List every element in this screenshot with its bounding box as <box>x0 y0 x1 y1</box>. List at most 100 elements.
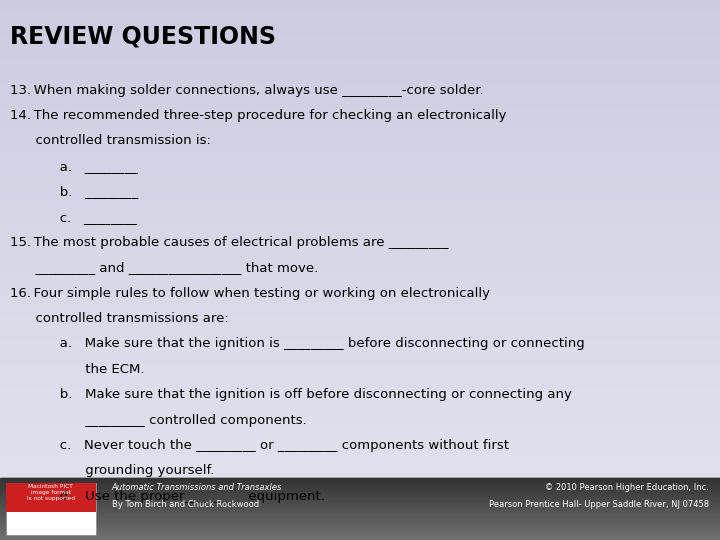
Bar <box>0 151 720 153</box>
Bar <box>0 384 720 387</box>
Bar <box>0 433 720 435</box>
Bar <box>0 426 720 428</box>
Bar <box>0 248 720 251</box>
Bar <box>0 461 720 463</box>
Bar <box>0 5 720 7</box>
Bar <box>0 119 720 122</box>
Bar <box>0 198 720 201</box>
Bar <box>0 203 720 206</box>
Bar <box>0 337 720 339</box>
Bar <box>0 170 720 172</box>
Bar <box>0 81 720 84</box>
Bar <box>0 100 720 103</box>
Bar <box>0 344 720 347</box>
Bar <box>0 253 720 255</box>
Bar <box>0 172 720 174</box>
Text: Automatic Transmissions and Transaxles: Automatic Transmissions and Transaxles <box>112 483 282 492</box>
Bar <box>0 435 720 437</box>
Bar <box>0 246 720 248</box>
Bar <box>0 10 720 12</box>
Bar <box>0 332 720 334</box>
Text: grounding yourself.: grounding yourself. <box>47 464 214 477</box>
Bar <box>0 282 720 285</box>
Bar <box>0 406 720 409</box>
Text: the ECM.: the ECM. <box>47 363 144 376</box>
Text: Pearson Prentice Hall- Upper Saddle River, NJ 07458: Pearson Prentice Hall- Upper Saddle Rive… <box>489 501 709 509</box>
Bar <box>0 234 720 237</box>
Bar <box>0 167 720 170</box>
Bar <box>0 363 720 366</box>
Bar <box>0 468 720 471</box>
Bar <box>0 440 720 442</box>
Bar <box>0 310 720 313</box>
Bar <box>0 160 720 163</box>
Bar <box>0 454 720 456</box>
Bar <box>0 318 720 320</box>
Bar <box>0 380 720 382</box>
Bar <box>6 483 96 535</box>
Text: a.   ________: a. ________ <box>47 160 138 173</box>
Bar <box>0 139 720 141</box>
Bar <box>0 414 720 416</box>
Bar <box>0 370 720 373</box>
Bar <box>0 201 720 203</box>
Bar <box>0 382 720 384</box>
Bar <box>0 79 720 81</box>
Bar <box>0 55 720 57</box>
Bar <box>0 303 720 306</box>
Bar <box>0 91 720 93</box>
Bar <box>0 258 720 260</box>
Bar <box>0 84 720 86</box>
Bar <box>0 404 720 406</box>
Bar <box>0 206 720 208</box>
Bar <box>0 103 720 105</box>
Bar <box>0 110 720 112</box>
Bar <box>0 366 720 368</box>
Bar <box>0 144 720 146</box>
Bar <box>0 272 720 275</box>
Text: 15. The most probable causes of electrical problems are _________: 15. The most probable causes of electric… <box>10 236 449 249</box>
Bar <box>0 456 720 459</box>
Bar <box>0 89 720 91</box>
Bar <box>0 392 720 394</box>
Bar <box>0 459 720 461</box>
Bar <box>0 463 720 466</box>
Text: Macintosh PICT
image format
is not supported: Macintosh PICT image format is not suppo… <box>27 484 75 501</box>
Bar <box>0 397 720 399</box>
Bar <box>0 255 720 258</box>
Text: © 2010 Pearson Higher Education, Inc.: © 2010 Pearson Higher Education, Inc. <box>545 483 709 492</box>
Bar <box>0 43 720 45</box>
Bar <box>0 60 720 62</box>
Bar <box>0 277 720 280</box>
Text: controlled transmissions are:: controlled transmissions are: <box>10 312 229 325</box>
Bar <box>0 127 720 129</box>
Bar <box>0 409 720 411</box>
Bar <box>0 64 720 67</box>
Bar <box>0 93 720 96</box>
Bar <box>0 17 720 19</box>
Bar <box>0 270 720 272</box>
Bar <box>0 193 720 196</box>
Bar <box>0 268 720 270</box>
Bar <box>0 389 720 392</box>
Bar <box>0 334 720 337</box>
Bar <box>0 50 720 52</box>
Bar <box>0 322 720 325</box>
Bar <box>0 77 720 79</box>
Bar <box>0 251 720 253</box>
Bar <box>0 215 720 218</box>
Bar <box>0 0 720 2</box>
Bar <box>0 86 720 89</box>
Text: _________ controlled components.: _________ controlled components. <box>47 414 307 427</box>
Bar <box>0 466 720 468</box>
Bar <box>0 263 720 265</box>
Bar <box>0 112 720 114</box>
Bar <box>0 430 720 433</box>
Bar <box>0 196 720 198</box>
Bar <box>0 36 720 38</box>
Bar <box>0 237 720 239</box>
Bar <box>0 244 720 246</box>
Bar <box>0 230 720 232</box>
Bar <box>0 29 720 31</box>
Bar <box>0 12 720 15</box>
